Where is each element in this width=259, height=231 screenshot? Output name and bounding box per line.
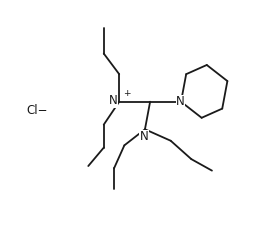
Text: Cl−: Cl− — [26, 104, 48, 117]
Text: +: + — [123, 89, 131, 97]
Text: N: N — [176, 95, 185, 108]
Text: N: N — [109, 94, 118, 107]
Text: N: N — [140, 131, 149, 143]
